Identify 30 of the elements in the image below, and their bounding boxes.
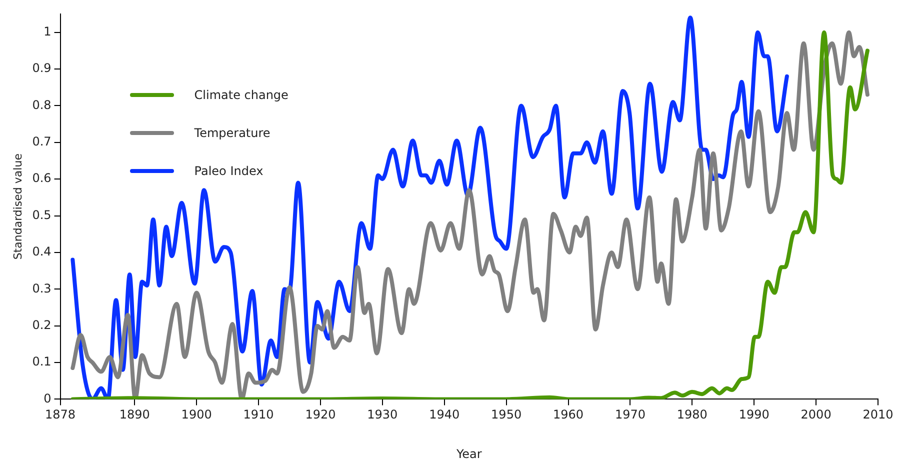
- y-tick-label: 1: [44, 24, 52, 38]
- y-tick-label: 0.5: [32, 208, 52, 222]
- x-tick-label: 1930: [367, 408, 398, 422]
- y-tick-label: 0: [44, 391, 52, 406]
- legend-label: Climate change: [194, 88, 288, 102]
- x-tick-label: 1900: [181, 408, 212, 422]
- x-tick-label: 1910: [243, 408, 274, 422]
- y-tick-label: 0.1: [32, 354, 52, 369]
- x-tick-label: 1980: [676, 408, 708, 422]
- x-tick-label: 2010: [862, 408, 894, 422]
- y-axis-title: Standardised value: [11, 153, 24, 260]
- x-tick-label: 1970: [614, 408, 646, 422]
- x-tick-label: 1950: [491, 408, 522, 422]
- x-tick-label: 1920: [305, 408, 336, 422]
- y-tick-label: 0.9: [32, 61, 52, 76]
- x-tick-label: 1960: [552, 408, 584, 422]
- y-tick-label: 0.2: [32, 318, 52, 332]
- x-axis-title: Year: [455, 446, 482, 461]
- legend-label: Paleo Index: [194, 164, 264, 178]
- x-tick-label: 2000: [800, 408, 832, 422]
- x-tick-label: 1890: [119, 408, 150, 422]
- y-tick-label: 0.6: [32, 171, 52, 186]
- y-tick-label: 0.7: [32, 134, 52, 149]
- x-tick-label: 1878: [45, 408, 76, 422]
- y-tick-label: 0.8: [32, 98, 52, 112]
- legend-label: Temperature: [194, 126, 270, 140]
- x-tick-label: 1940: [429, 408, 460, 422]
- x-tick-label: 1990: [738, 408, 770, 422]
- y-tick-label: 0.3: [32, 281, 52, 296]
- y-tick-label: 0.4: [32, 244, 52, 259]
